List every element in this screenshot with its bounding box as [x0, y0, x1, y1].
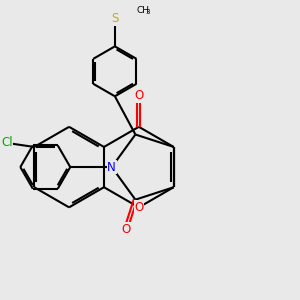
Text: Cl: Cl [1, 136, 13, 149]
Text: CH: CH [136, 6, 149, 15]
Text: O: O [134, 201, 143, 214]
Text: 3: 3 [146, 9, 150, 15]
Text: S: S [111, 13, 118, 26]
Text: N: N [107, 160, 116, 174]
Text: O: O [121, 223, 130, 236]
Text: O: O [134, 89, 143, 102]
